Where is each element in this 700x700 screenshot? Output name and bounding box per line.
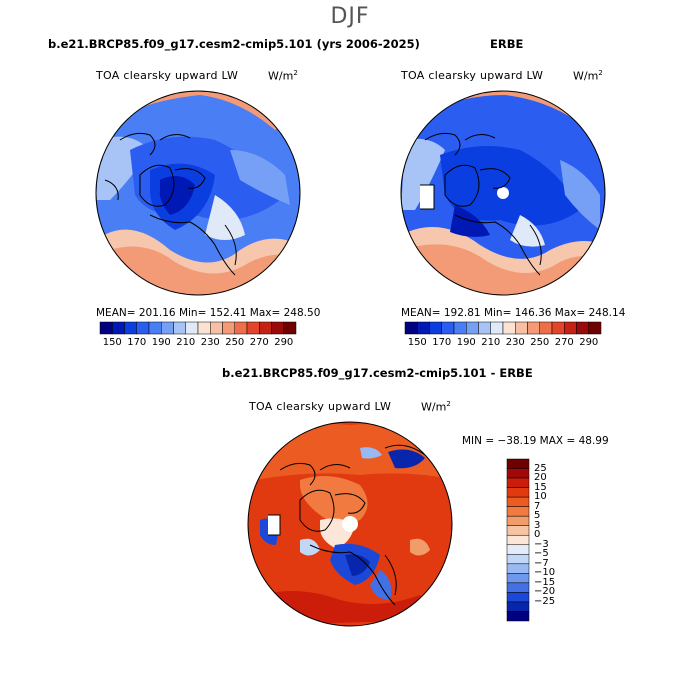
panel3-colorbar-swatch — [506, 582, 530, 593]
panel2-title: ERBE — [490, 37, 524, 51]
panel1-colorbar-tick-label: 250 — [225, 337, 245, 348]
panel3-colorbar-swatch — [506, 458, 530, 469]
panel2-colorbar-tick-label: 270 — [554, 337, 574, 348]
panel3-colorbar-tick-label: 20 — [534, 472, 547, 484]
panel3-colorbar-swatch — [506, 544, 530, 555]
panel3-coastlines — [268, 444, 426, 606]
panel3-colorbar-tick-label: 5 — [534, 510, 541, 522]
panel3-colorbar-tick-label: −15 — [534, 576, 556, 588]
panel3-colorbar-swatch — [506, 496, 530, 507]
panel3-colorbar-tick-label: −5 — [534, 548, 549, 560]
panel3-colorbar-tick-label: −10 — [534, 567, 556, 579]
panel3-colorbar-swatch — [506, 468, 530, 479]
panel1-colorbar-swatch — [283, 321, 297, 335]
panel3-colorbar-tick-label: 7 — [534, 500, 541, 512]
panel2-colorbar-tick-label: 190 — [456, 337, 476, 348]
season-title: DJF — [330, 4, 370, 29]
panel3-colorbar-swatch — [506, 601, 530, 612]
panel3-colorbar-tick-label: 0 — [534, 529, 541, 541]
panel1-units: W/m2 — [268, 69, 298, 83]
panel3-variable: TOA clearsky upward LW — [249, 400, 392, 413]
panel3-colorbar-tick-label: 10 — [534, 491, 547, 503]
panel1-colorbar-tick-label: 270 — [249, 337, 269, 348]
panel3-colorbar-swatch — [506, 506, 530, 517]
panel2-colorbar-tick-label: 290 — [579, 337, 599, 348]
panel2-colorbar-tick-label: 230 — [505, 337, 525, 348]
panel3-colorbar-swatch — [506, 554, 530, 565]
panel3-colorbar-tick-label: −7 — [534, 557, 549, 569]
panel1-stats: MEAN= 201.16 Min= 152.41 Max= 248.50 — [96, 307, 321, 319]
panel3-units: W/m2 — [421, 400, 451, 414]
panel3-colorbar-swatch — [506, 573, 530, 584]
panel1-title: b.e21.BRCP85.f09_g17.cesm2-cmip5.101 (yr… — [48, 37, 420, 51]
panel3-title: b.e21.BRCP85.f09_g17.cesm2-cmip5.101 - E… — [222, 366, 533, 380]
panel3-colorbar-swatch — [506, 477, 530, 488]
panel1-colorbar-tick-label: 290 — [274, 337, 294, 348]
panel3-stats: MIN = −38.19 MAX = 48.99 — [462, 435, 609, 447]
panel3-colorbar-swatch — [506, 611, 530, 622]
panel3-colorbar-swatch — [506, 487, 530, 498]
panel2-units: W/m2 — [573, 69, 603, 83]
panel3-colorbar-swatch — [506, 525, 530, 536]
panel1-colorbar-tick-label: 190 — [151, 337, 171, 348]
panel2-stats: MEAN= 192.81 Min= 146.36 Max= 248.14 — [401, 307, 626, 319]
panel3-colorbar-swatch — [506, 563, 530, 574]
panel2-colorbar-tick-label: 210 — [481, 337, 501, 348]
panel3-colorbar-swatch — [506, 534, 530, 546]
panel2-colorbar-swatch — [588, 321, 602, 335]
panel1-colorbar-tick-label: 230 — [200, 337, 220, 348]
panel2-colorbar-tick-label: 250 — [530, 337, 550, 348]
panel2-colorbar-tick-label: 150 — [407, 337, 427, 348]
panel1-colorbar-tick-label: 170 — [127, 337, 147, 348]
panel1-variable: TOA clearsky upward LW — [96, 69, 239, 82]
panel2-variable: TOA clearsky upward LW — [401, 69, 544, 82]
panel3-colorbar-swatch — [506, 515, 530, 526]
panel3-colorbar-tick-label: −3 — [534, 538, 549, 550]
panel3-colorbar-swatch — [506, 592, 530, 603]
panel2-coastlines — [420, 132, 542, 276]
panel3-colorbar-tick-label: 3 — [534, 519, 541, 531]
panel3-colorbar-tick-label: −25 — [534, 595, 556, 607]
panel1-colorbar-tick-label: 210 — [176, 337, 196, 348]
panel2-colorbar-tick-label: 170 — [432, 337, 452, 348]
panel3-colorbar-tick-label: 25 — [534, 462, 547, 474]
panel1-colorbar-tick-label: 150 — [102, 337, 122, 348]
panel3-colorbar-tick-label: 15 — [534, 481, 547, 493]
panel1-coastlines — [104, 132, 237, 276]
panel3-colorbar-tick-label: −20 — [534, 586, 556, 598]
